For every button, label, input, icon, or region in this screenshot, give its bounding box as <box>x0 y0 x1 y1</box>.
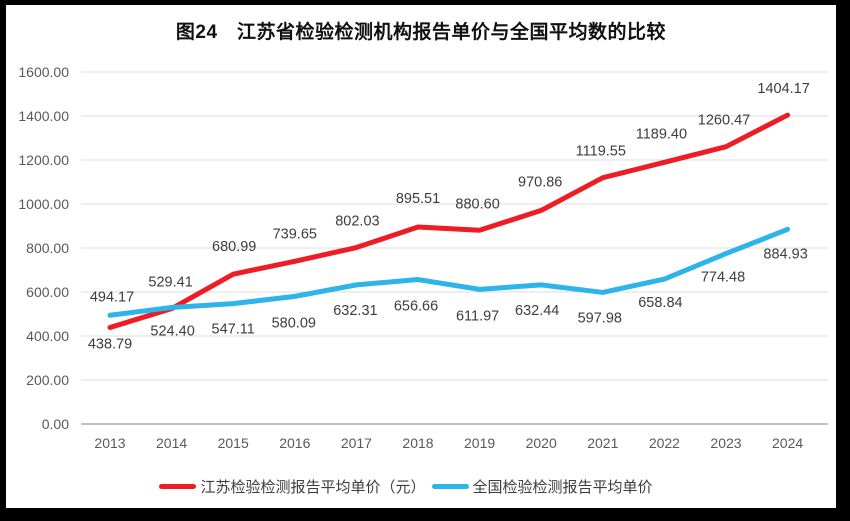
data-label-jiangsu: 524.40 <box>150 324 194 340</box>
data-label-jiangsu: 739.65 <box>273 226 317 242</box>
data-label-jiangsu: 680.99 <box>212 239 256 255</box>
x-axis-tick-label: 2019 <box>464 435 495 451</box>
legend-line-red-icon <box>159 484 197 489</box>
chart-area: 图24 江苏省检验检测机构报告单价与全国平均数的比较 0.00 200.00 400… <box>6 5 836 508</box>
data-label-jiangsu: 895.51 <box>396 191 440 207</box>
data-label-jiangsu: 1119.55 <box>576 144 626 160</box>
chart-title: 图24 江苏省检验检测机构报告单价与全国平均数的比较 <box>175 22 667 43</box>
y-axis-tick-label: 800.00 <box>26 240 69 256</box>
data-label-jiangsu: 1260.47 <box>698 113 750 129</box>
data-label-jiangsu: 970.86 <box>518 174 562 190</box>
x-axis-tick-label: 2014 <box>156 435 187 451</box>
data-label-jiangsu: 1404.17 <box>757 81 809 97</box>
x-axis-tick-label: 2021 <box>587 435 618 451</box>
x-axis-tick-label: 2022 <box>649 435 680 451</box>
y-axis-tick-label: 200.00 <box>26 372 69 388</box>
data-label-national: 580.09 <box>272 315 316 331</box>
data-label-national: 658.84 <box>638 295 682 311</box>
data-label-national: 884.93 <box>763 246 807 262</box>
y-axis-tick-label: 1400.00 <box>18 108 69 124</box>
legend-item-jiangsu: 江苏检验检测报告平均单价（元） <box>159 476 426 497</box>
data-label-jiangsu: 1189.40 <box>636 126 687 142</box>
y-axis-tick-label: 400.00 <box>26 328 69 344</box>
chart-legend: 江苏检验检测报告平均单价（元） 全国检验检测报告平均单价 <box>6 476 806 497</box>
data-label-national: 611.97 <box>456 308 499 324</box>
comparison-line-chart: 0.00 200.00 400.00 600.00 800.00 1000.00 1200.… <box>18 64 828 451</box>
data-label-national: 656.66 <box>394 299 438 315</box>
legend-label-jiangsu: 江苏检验检测报告平均单价（元） <box>200 479 426 496</box>
data-label-jiangsu: 802.03 <box>335 214 379 230</box>
data-label-national: 494.17 <box>90 289 134 305</box>
x-axis-tick-label: 2015 <box>218 435 249 451</box>
x-axis-tick-label: 2023 <box>710 435 741 451</box>
x-axis-tick-label: 2018 <box>402 435 433 451</box>
data-label-national: 774.48 <box>701 270 745 286</box>
y-axis-tick-label: 1000.00 <box>18 196 69 212</box>
legend-line-blue-icon <box>431 484 469 489</box>
legend-item-national: 全国检验检测报告平均单价 <box>431 476 653 497</box>
x-axis-tick-label: 2013 <box>94 435 125 451</box>
y-axis-tick-label: 600.00 <box>26 284 69 300</box>
x-axis-tick-label: 2024 <box>772 435 803 451</box>
data-label-national: 632.31 <box>333 303 377 319</box>
series-line-national <box>107 226 791 318</box>
data-label-national: 529.41 <box>148 275 192 291</box>
x-axis-tick-label: 2017 <box>341 435 372 451</box>
legend-label-national: 全国检验检测报告平均单价 <box>472 479 653 496</box>
data-label-jiangsu: 438.79 <box>88 336 132 352</box>
data-label-jiangsu: 880.60 <box>455 196 499 212</box>
x-axis-tick-label: 2016 <box>279 435 310 451</box>
data-label-national: 547.11 <box>212 322 255 338</box>
y-axis-tick-label: 1600.00 <box>18 64 69 80</box>
x-axis-tick-label: 2020 <box>526 435 557 451</box>
y-axis-tick-label: 1200.00 <box>18 152 69 168</box>
data-label-national: 597.98 <box>578 310 622 326</box>
y-axis-tick-label: 0.00 <box>42 416 69 432</box>
data-label-national: 632.44 <box>515 303 559 319</box>
series-line-jiangsu <box>107 112 791 330</box>
